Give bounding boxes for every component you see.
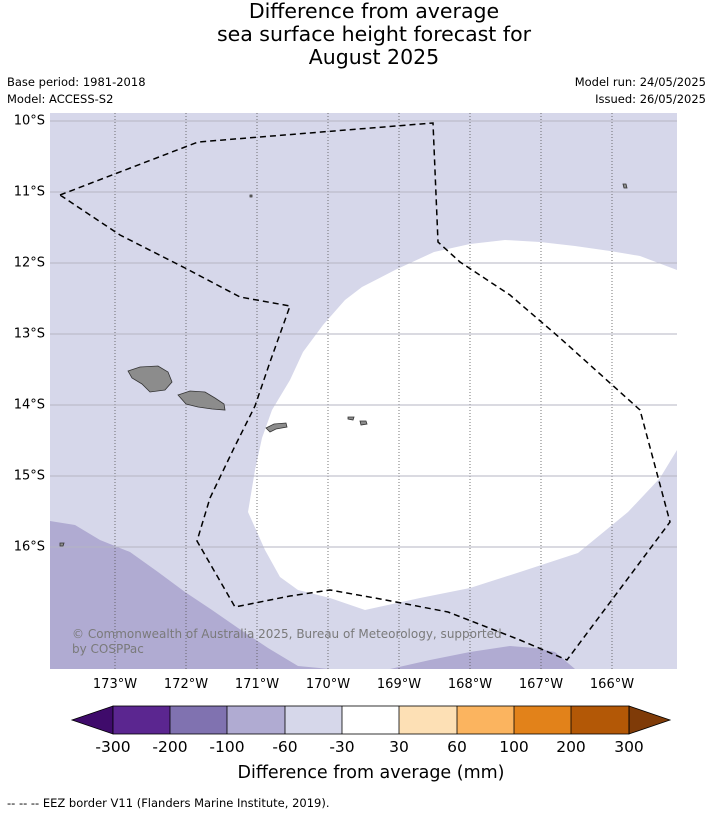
lat-label: 12°S <box>14 256 45 271</box>
island-savaii <box>127 365 173 393</box>
lat-label: 14°S <box>14 398 45 413</box>
model-run: Model run: 24/05/2025 <box>574 75 706 89</box>
lat-label: 15°S <box>14 469 45 484</box>
issued-date: Issued: 26/05/2025 <box>595 92 706 106</box>
anomaly-band-neutral <box>248 240 677 610</box>
title-line-2: sea surface height forecast for <box>216 22 532 46</box>
colorbar-segment <box>342 706 399 734</box>
colorbar: -300 -200 -100 -60 -30 30 60 100 200 300… <box>70 705 672 783</box>
lon-label: 168°W <box>448 677 492 692</box>
island-tokelau <box>249 194 253 198</box>
chart-title: Difference from average sea surface heig… <box>0 0 713 69</box>
colorbar-segment <box>227 706 285 734</box>
anomaly-band-medium-s <box>390 646 575 669</box>
map-area[interactable]: © Commonwealth of Australia 2025, Bureau… <box>50 113 677 669</box>
colorbar-tick: -300 <box>95 738 130 756</box>
colorbar-tick: -30 <box>329 738 354 756</box>
eez-border <box>58 122 671 661</box>
lon-label: 173°W <box>93 677 137 692</box>
colorbar-segment <box>571 706 629 734</box>
colorbar-tick: 60 <box>447 738 467 756</box>
lat-labels: 10°S 11°S 12°S 13°S 14°S 15°S 16°S <box>14 114 45 555</box>
credit-line-2: by COSPPac <box>72 642 144 656</box>
lon-label: 169°W <box>377 677 421 692</box>
model-name: Model: ACCESS-S2 <box>7 92 114 106</box>
lon-label: 166°W <box>590 677 634 692</box>
colorbar-segment <box>113 706 170 734</box>
lat-label: 16°S <box>14 540 45 555</box>
colorbar-tick: 300 <box>614 738 644 756</box>
colorbar-extend-low <box>70 705 114 735</box>
title-line-1: Difference from average <box>248 0 500 23</box>
colorbar-tick: 30 <box>389 738 409 756</box>
credit-line-1: © Commonwealth of Australia 2025, Bureau… <box>72 627 502 641</box>
lat-label: 11°S <box>14 185 45 200</box>
island-manua-2 <box>359 420 368 426</box>
island-manua-1 <box>347 416 355 421</box>
base-period: Base period: 1981-2018 <box>7 75 146 89</box>
colorbar-tick: -60 <box>272 738 297 756</box>
island-swains <box>622 183 628 189</box>
lat-label: 10°S <box>14 114 45 129</box>
colorbar-segment <box>285 706 342 734</box>
colorbar-extend-high <box>628 705 672 735</box>
colorbar-segment <box>514 706 571 734</box>
lon-label: 170°W <box>306 677 350 692</box>
eez-legend: -- -- -- EEZ border V11 (Flanders Marine… <box>7 796 330 810</box>
colorbar-tick: -100 <box>209 738 244 756</box>
colorbar-segment <box>457 706 514 734</box>
meta-left: Base period: 1981-2018 Model: ACCESS-S2 <box>7 74 146 108</box>
island-upolu <box>177 390 226 411</box>
island-rose <box>59 542 65 547</box>
colorbar-segment <box>399 706 457 734</box>
meta-right: Model run: 24/05/2025 Issued: 26/05/2025 <box>575 74 706 108</box>
anomaly-band-medium-sw <box>50 521 330 669</box>
lon-labels: 173°W 172°W 171°W 170°W 169°W 168°W 167°… <box>93 677 634 692</box>
colorbar-tick: 200 <box>556 738 586 756</box>
lat-gridlines <box>50 120 677 548</box>
colorbar-tick: 100 <box>499 738 529 756</box>
colorbar-tick: -200 <box>152 738 187 756</box>
lat-label: 13°S <box>14 327 45 342</box>
island-tutuila <box>265 422 288 433</box>
colorbar-title: Difference from average (mm) <box>237 763 504 783</box>
colorbar-segment <box>170 706 227 734</box>
lon-label: 167°W <box>519 677 563 692</box>
title-line-3: August 2025 <box>308 45 440 69</box>
lon-label: 172°W <box>164 677 208 692</box>
lon-label: 171°W <box>235 677 279 692</box>
land-masses <box>59 183 628 547</box>
